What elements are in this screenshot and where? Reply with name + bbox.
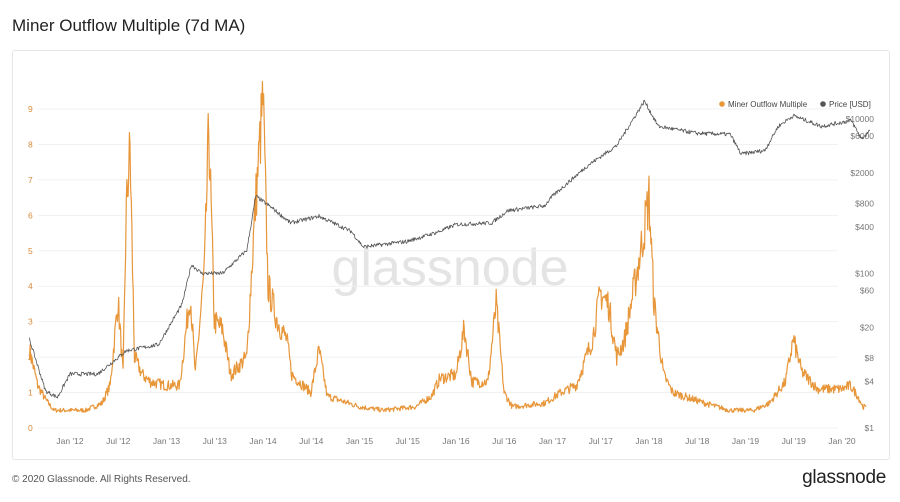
watermark: glassnode (331, 239, 568, 297)
y-right-tick: $20 (860, 322, 874, 332)
copyright: © 2020 Glassnode. All Rights Reserved. (12, 474, 191, 485)
x-tick: Jan '13 (153, 436, 180, 446)
y-right-tick: $60 (860, 286, 874, 296)
y-left-tick: 8 (28, 139, 33, 149)
x-tick: Jul '15 (396, 436, 421, 446)
y-right-tick: $100 (855, 268, 874, 278)
x-tick: Jul '14 (299, 436, 324, 446)
y-left-tick: 6 (28, 210, 33, 220)
y-right-tick: $800 (855, 199, 874, 209)
x-tick: Jan '19 (732, 436, 759, 446)
legend-label: Price [USD] (829, 100, 871, 109)
x-tick: Jul '12 (106, 436, 131, 446)
y-left-tick: 0 (28, 423, 33, 433)
page-title: Miner Outflow Multiple (7d MA) (12, 16, 246, 35)
price-line (29, 99, 871, 399)
x-tick: Jan '15 (346, 436, 373, 446)
y-right-tick: $6000 (850, 131, 874, 141)
y-left-tick: 4 (28, 281, 33, 291)
y-right-tick: $1 (865, 423, 875, 433)
y-right-tick: $8 (865, 353, 875, 363)
x-tick: Jan '18 (635, 436, 662, 446)
x-tick: Jul '18 (685, 436, 710, 446)
x-tick: Jan '14 (249, 436, 276, 446)
x-tick: Jan '12 (56, 436, 83, 446)
legend-label: Miner Outflow Multiple (728, 100, 808, 109)
legend-marker (719, 101, 725, 107)
x-tick: Jan '20 (828, 436, 855, 446)
glassnode-logo: glassnode (802, 467, 886, 488)
y-left-tick: 5 (28, 246, 33, 256)
y-left-tick: 9 (28, 104, 33, 114)
x-tick: Jan '16 (442, 436, 469, 446)
y-left-tick: 1 (28, 388, 33, 398)
x-tick: Jul '16 (492, 436, 517, 446)
y-left-tick: 7 (28, 175, 33, 185)
y-right-tick: $400 (855, 222, 874, 232)
x-tick: Jul '19 (782, 436, 807, 446)
x-tick: Jul '17 (589, 436, 614, 446)
y-right-tick: $4 (865, 376, 875, 386)
chart-card (12, 50, 890, 460)
x-tick: Jul '13 (203, 436, 228, 446)
legend-marker (820, 101, 826, 107)
y-right-tick: $2000 (850, 168, 874, 178)
y-left-tick: 3 (28, 317, 33, 327)
miner-outflow-multiple-line (28, 80, 867, 413)
y-right-tick: $10000 (846, 114, 875, 124)
x-tick: Jan '17 (539, 436, 566, 446)
